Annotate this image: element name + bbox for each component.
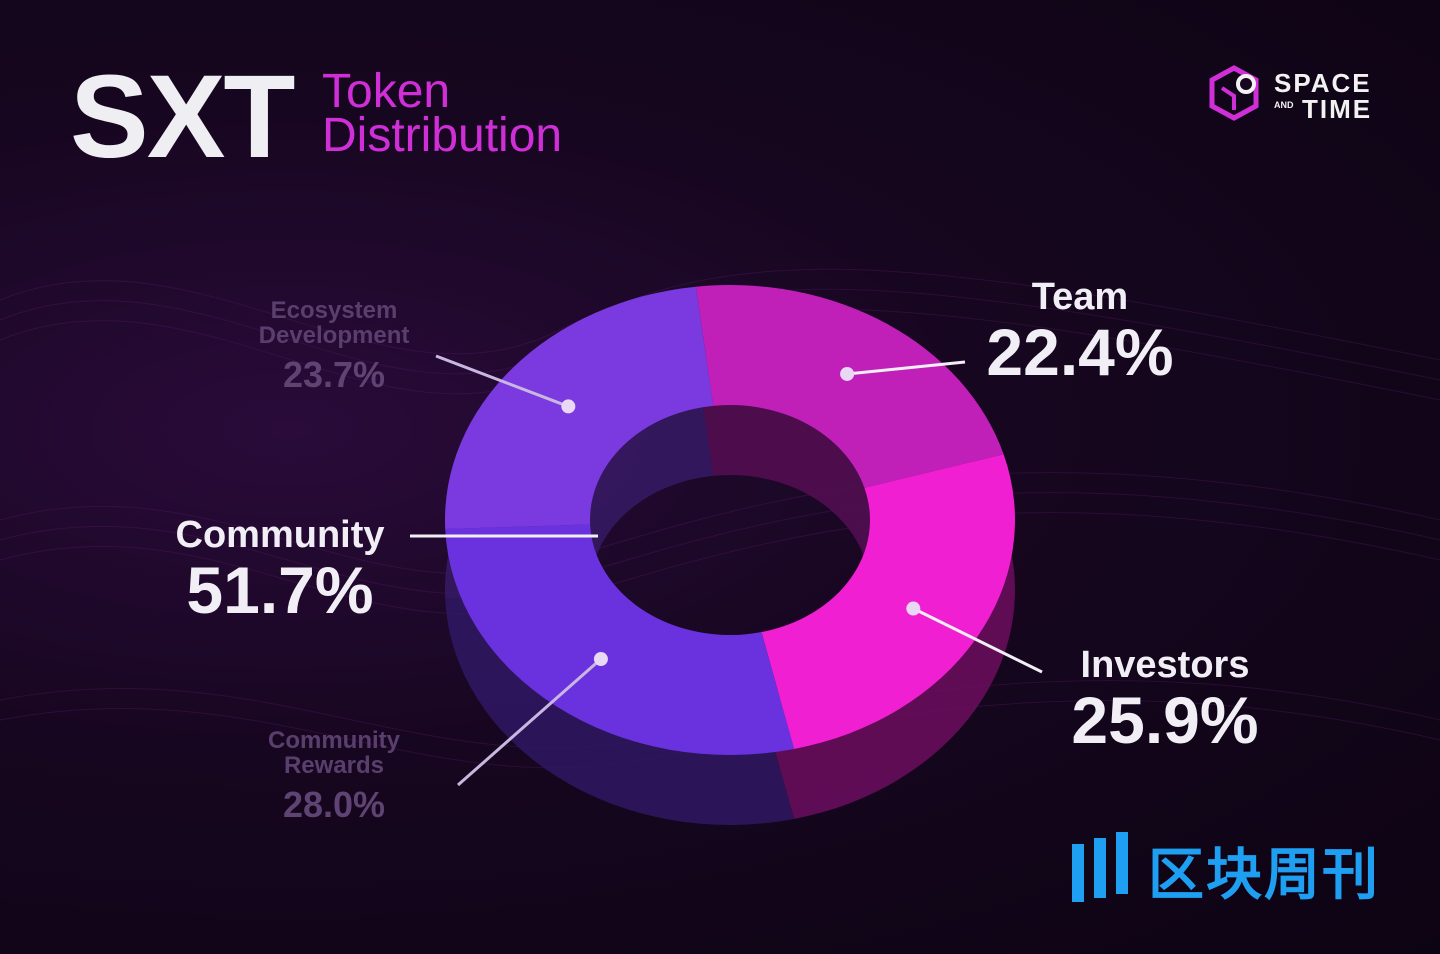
label-ecosystem-name-2: Development [258,322,410,350]
logo-text-and: AND [1274,100,1294,110]
slice-community-rewards [445,524,795,755]
slice-investors [761,454,1016,749]
label-team-value: 22.4% [986,314,1174,389]
leader-dot-3 [561,399,576,414]
space-and-time-logo: SPACE AND TIME [1208,64,1388,128]
label-rewards-value: 28.0% [282,784,386,826]
label-ecosystem-name-1: Ecosystem [270,297,398,324]
leader-dot-0 [840,366,855,381]
title-sxt: SXT [70,51,295,183]
hexagon-logo-icon [1209,65,1259,121]
label-investors-value: 25.9% [1071,682,1259,757]
title-subtitle-line1: Token [322,65,451,118]
label-rewards-name-2: Rewards [283,752,385,780]
label-rewards: Community Rewards 28.0% [234,728,434,824]
label-ecosystem: Ecosystem Development 23.7% [234,298,434,394]
title-subtitle-line2: Distribution [322,109,563,162]
label-team: Team 22.4% [960,276,1200,389]
leader-dot-1 [906,601,921,616]
label-rewards-name-1: Community [268,727,400,754]
watermark-text: 区块周刊 [1148,843,1380,906]
bar-logo-icon [1072,832,1128,902]
label-community-value: 51.7% [186,552,374,627]
watermark: 区块周刊 [1070,830,1420,910]
label-investors-name: Investors [1080,644,1250,686]
logo-text-space: SPACE [1274,68,1372,98]
leader-line-2 [457,657,602,787]
leader-line-1 [912,607,1043,674]
leader-line-3 [435,354,569,408]
leader-line-0 [846,360,966,376]
label-community: Community 51.7% [150,514,410,627]
leader-dot-2 [593,652,608,667]
label-investors: Investors 25.9% [1040,644,1290,757]
logo-text-time: TIME [1302,94,1373,124]
title-subtitle: Token Distribution [322,65,563,162]
slice-ecosystem-development [445,286,714,530]
label-ecosystem-value: 23.7% [282,354,386,396]
label-team-name: Team [1031,276,1129,318]
label-community-name: Community [175,514,385,556]
slice-team [695,284,1004,488]
